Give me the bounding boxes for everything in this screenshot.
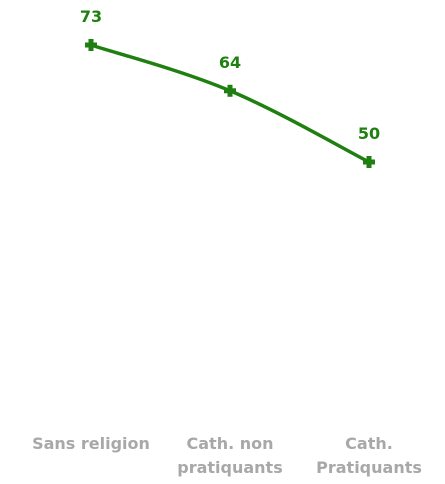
data-point-marker: [224, 84, 236, 97]
x-tick-label: Cath. non pratiquants: [177, 434, 282, 477]
data-point-marker: [85, 39, 97, 51]
data-label: 73: [80, 7, 102, 26]
points-layer: [85, 39, 375, 168]
data-point-marker: [363, 156, 375, 168]
data-labels-layer: 73 64 50: [80, 7, 380, 143]
data-label: 50: [358, 124, 380, 143]
x-axis-labels: Sans religion Cath. non pratiquants Cath. Pr…: [32, 434, 422, 477]
data-label: 64: [219, 53, 241, 72]
x-tick-label: Cath. Pratiquants: [316, 434, 422, 477]
x-tick-label: Sans religion: [32, 434, 150, 453]
